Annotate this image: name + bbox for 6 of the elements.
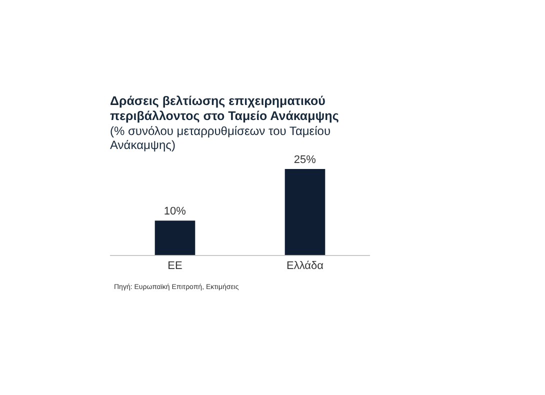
chart-subtitle: (% συνόλου μεταρρυθμίσεων του Ταμείου Ανάκαμψης): [110, 124, 332, 152]
x-tick-label: Ελλάδα: [286, 260, 324, 272]
chart-title: Δράσεις βελτίωσης επιχειρηματικού περιβάλλοντος στο Ταμείο Ανάκαμψης: [110, 94, 340, 124]
data-label: 25%: [294, 154, 316, 166]
x-tick-label: ΕΕ: [168, 260, 182, 272]
data-label: 10%: [164, 206, 186, 218]
